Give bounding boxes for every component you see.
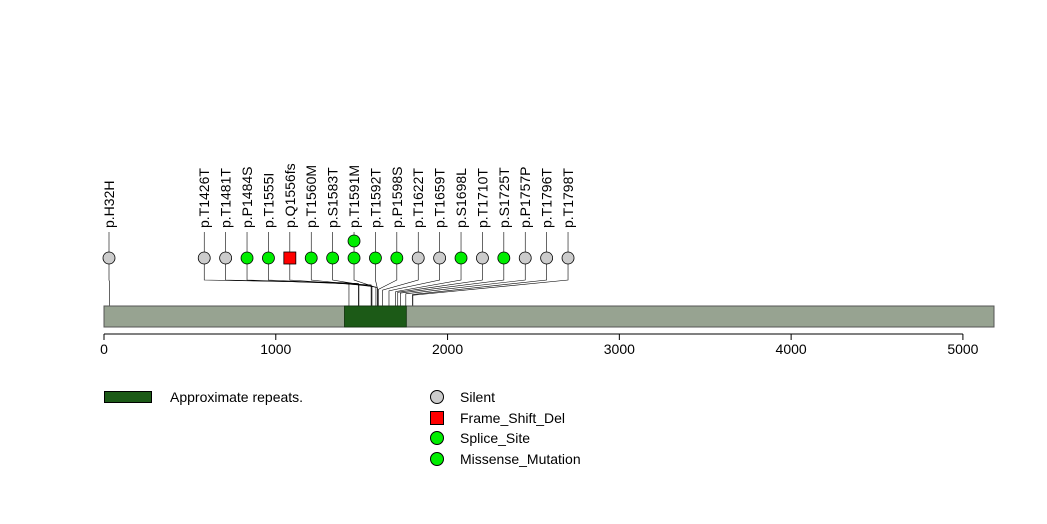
mutation-markers	[102, 234, 575, 265]
mutation-connector	[246, 258, 360, 306]
axis-tick-label: 3000	[604, 341, 635, 357]
mutation-connector	[395, 258, 462, 306]
mutation-connector	[382, 258, 419, 306]
mutation-connector	[225, 258, 359, 306]
mutation-connector	[397, 258, 483, 306]
mutation-marker-circle	[240, 251, 254, 265]
mutation-marker-circle	[540, 251, 554, 265]
mutation-label: p.T1798T	[560, 168, 576, 228]
mutation-label: p.T1659T	[432, 168, 448, 228]
mutation-connector	[289, 258, 372, 306]
mutation-label: p.Q1556fs	[282, 163, 298, 228]
mutation-label: p.T1796T	[539, 168, 555, 228]
mutation-marker-circle	[369, 251, 382, 265]
mutation-label: p.T1622T	[410, 168, 426, 228]
mutation-marker-circle	[411, 251, 425, 265]
axis-tick-label: 4000	[776, 341, 807, 357]
mutation-marker-circle	[561, 251, 575, 265]
mutation-marker-circle	[262, 251, 275, 265]
x-axis: 0 1000 2000 3000 4000 5000	[100, 333, 979, 357]
mutation-label: p.S1583T	[325, 167, 341, 228]
mutation-marker-circle	[347, 234, 361, 248]
connector-lines	[108, 232, 569, 306]
mutation-labels: p.H32H p.T1426T p.T1481T p.P1484S p.T1555I p.…	[101, 163, 576, 228]
mutation-marker-circle	[326, 251, 340, 265]
mutation-connector	[310, 258, 373, 306]
mutation-connector	[353, 258, 378, 306]
mutation-marker-circle	[390, 251, 404, 265]
mutation-label: p.T1592T	[367, 168, 383, 228]
mutation-connector	[412, 258, 547, 306]
mutation-label: p.S1698L	[453, 168, 469, 228]
protein-bar	[103, 305, 995, 328]
mutation-label: p.S1725T	[496, 167, 512, 228]
mutation-label: p.T1426T	[196, 168, 212, 228]
mutation-label: p.T1555I	[260, 173, 276, 228]
mutation-marker-circle	[219, 251, 233, 265]
mutation-marker-circle	[433, 251, 447, 265]
mutation-label: p.P1757P	[517, 167, 533, 229]
mutation-connector	[405, 258, 526, 306]
axis-tick-label: 5000	[947, 341, 978, 357]
mutation-marker-circle	[347, 251, 361, 265]
mutation-label: p.T1481T	[218, 168, 234, 228]
mutation-label: p.T1560M	[303, 165, 319, 228]
domain-layer	[344, 305, 407, 328]
mutation-marker-circle	[497, 251, 511, 265]
mutation-connector	[400, 258, 505, 306]
mutation-label: p.H32H	[101, 181, 117, 228]
mutation-label: p.P1484S	[239, 167, 255, 229]
mutation-connector	[388, 258, 440, 306]
mutation-label: p.T1710T	[474, 168, 490, 228]
mutation-label: p.P1598S	[389, 167, 405, 229]
axis-tick-label: 1000	[260, 341, 291, 357]
mutation-marker-circle	[304, 251, 318, 265]
mutation-connector	[203, 258, 350, 306]
mutation-connector	[332, 258, 377, 306]
domain-approximate-repeats	[344, 305, 407, 328]
mutation-marker-circle	[197, 251, 211, 265]
mutation-marker-circle	[454, 251, 468, 265]
mutation-connector	[378, 258, 398, 306]
mutation-marker-circle	[102, 251, 116, 265]
mutation-marker-circle	[476, 251, 489, 265]
mutation-marker-circle	[518, 251, 532, 265]
axis-tick-label: 2000	[432, 341, 463, 357]
mutation-connector	[412, 258, 569, 306]
axis-tick-label: 0	[100, 341, 108, 357]
mutation-connector	[375, 258, 378, 306]
mutation-marker-square	[283, 251, 297, 265]
mutation-label: p.T1591M	[346, 165, 362, 228]
